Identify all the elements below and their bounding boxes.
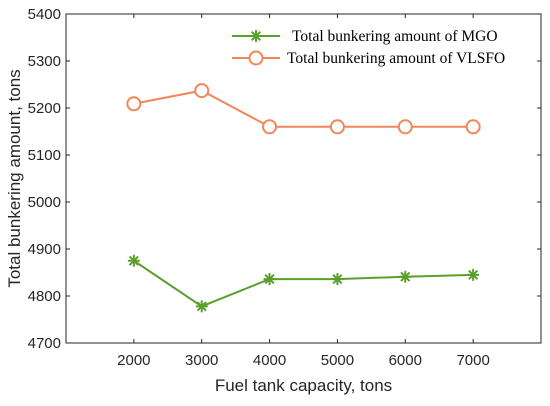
series-line-vlsfo: [133, 89, 474, 128]
x-tick-label: 4000: [253, 352, 286, 369]
data-point-vlsfo: [262, 119, 278, 135]
legend: Total bunkering amount of MGO Total bunk…: [226, 20, 536, 72]
data-point-vlsfo: [397, 119, 413, 135]
y-tick-label: 4900: [28, 241, 61, 258]
legend-symbol-vlsfo: [248, 50, 264, 66]
legend-label-mgo: Total bunkering amount of MGO: [292, 28, 498, 45]
x-tick-label: 5000: [321, 352, 354, 369]
series-layer: [126, 83, 481, 313]
y-tick-label: 5300: [28, 53, 61, 70]
data-point-mgo-stroke: [400, 271, 411, 282]
x-tick-label: 2000: [117, 352, 150, 369]
x-axis: 2000 3000 4000 5000 6000 7000: [117, 14, 490, 369]
y-tick-label: 5200: [28, 100, 61, 117]
data-point-mgo: [127, 254, 140, 267]
x-tick-label: 7000: [456, 352, 489, 369]
data-point-vlsfo: [194, 83, 210, 99]
x-axis-title: Fuel tank capacity, tons: [215, 376, 392, 395]
y-tick-label: 4700: [28, 335, 61, 352]
y-axis-title: Total bunkering amount, tons: [5, 69, 24, 287]
data-point-vlsfo: [465, 119, 481, 135]
data-point-mgo: [331, 273, 344, 286]
y-axis: 4700 4800 4900 5000 5100 5200 5300 5400: [28, 6, 541, 352]
y-tick-label: 4800: [28, 288, 61, 305]
y-tick-label: 5100: [28, 147, 61, 164]
y-tick-label: 5400: [28, 6, 61, 23]
x-tick-label: 3000: [185, 352, 218, 369]
data-point-mgo-stroke: [468, 269, 479, 280]
legend-symbol-mgo-stroke: [250, 30, 262, 42]
legend-symbol-mgo: [250, 30, 262, 42]
data-point-mgo-stroke: [128, 255, 139, 266]
data-point-mgo-stroke: [332, 274, 343, 285]
legend-marker-vlsfo: [248, 50, 264, 66]
data-point-mgo-stroke: [264, 274, 275, 285]
data-point-mgo-stroke: [196, 301, 207, 312]
data-point-mgo: [399, 270, 412, 283]
data-point-mgo: [467, 268, 480, 281]
data-point-vlsfo: [329, 119, 345, 135]
data-point-mgo: [195, 300, 208, 313]
y-tick-label: 5000: [28, 194, 61, 211]
data-point-mgo: [263, 273, 276, 286]
legend-label-vlsfo: Total bunkering amount of VLSFO: [287, 50, 505, 67]
legend-marker-mgo: [250, 30, 262, 42]
data-point-vlsfo: [126, 96, 142, 112]
series-line-mgo: [133, 259, 474, 308]
x-tick-label: 6000: [389, 352, 422, 369]
legend-box: [226, 20, 536, 72]
